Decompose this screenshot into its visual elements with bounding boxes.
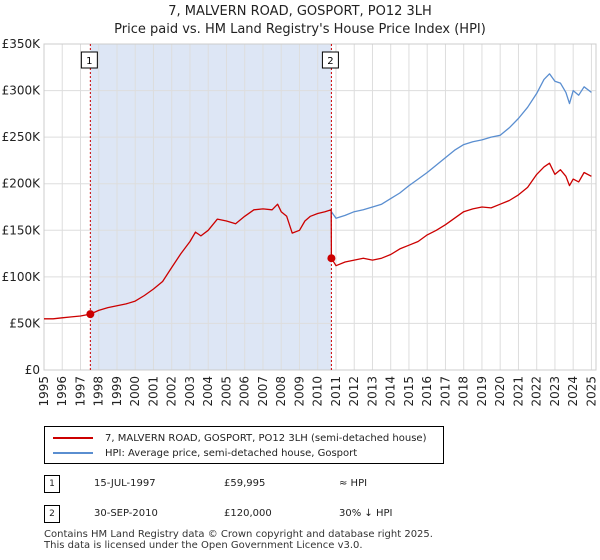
x-tick-label: 1999 xyxy=(110,376,124,407)
y-tick-label: £300K xyxy=(2,84,42,98)
chart-title: 7, MALVERN ROAD, GOSPORT, PO12 3LH xyxy=(168,4,432,19)
transaction-number: 1 xyxy=(44,475,60,493)
x-tick-label: 2005 xyxy=(219,376,233,407)
legend-label-hpi: HPI: Average price, semi-detached house,… xyxy=(105,447,358,459)
x-tick-label: 2004 xyxy=(201,376,215,407)
y-tick-label: £200K xyxy=(2,177,42,191)
footer-line-license: This data is licensed under the Open Gov… xyxy=(44,540,363,551)
x-tick-label: 2000 xyxy=(128,376,142,407)
transaction-hpi-relation: 30% ↓ HPI xyxy=(339,508,393,519)
price-chart: £0 £50K £100K £150K £200K £250K £300K £350K 1995… xyxy=(2,37,599,407)
y-tick-label: £50K xyxy=(9,316,41,330)
transaction-marker-label: 2 xyxy=(327,56,333,67)
ownership-shaded-region xyxy=(90,44,332,370)
x-tick-label: 2016 xyxy=(420,376,434,407)
transaction-date: 30-SEP-2010 xyxy=(94,508,158,519)
transaction-number: 2 xyxy=(44,505,60,523)
x-tick-label: 2022 xyxy=(530,376,544,407)
transaction-point xyxy=(86,310,95,319)
chart-subtitle: Price paid vs. HM Land Registry's House … xyxy=(114,22,486,37)
plot-border xyxy=(43,43,597,371)
x-tick-label: 2009 xyxy=(292,376,306,407)
transaction-row: 2 30-SEP-2010 £120,000 30% ↓ HPI xyxy=(44,505,564,523)
legend-swatch-property xyxy=(53,437,93,439)
legend-item-property: 7, MALVERN ROAD, GOSPORT, PO12 3LH (semi… xyxy=(53,431,426,445)
x-tick-label: 2013 xyxy=(365,376,379,407)
x-tick-label: 2021 xyxy=(511,376,525,407)
x-tick-label: 2011 xyxy=(329,376,343,407)
y-tick-label: £100K xyxy=(2,270,42,284)
x-tick-label: 2023 xyxy=(548,376,562,407)
y-tick-label: £0 xyxy=(25,363,40,377)
transaction-marker-box xyxy=(321,51,339,69)
x-tick-label: 1995 xyxy=(37,376,51,407)
transaction-price: £120,000 xyxy=(224,508,272,519)
x-tick-label: 1998 xyxy=(92,376,106,407)
x-tick-label: 2018 xyxy=(457,376,471,407)
y-tick-label: £250K xyxy=(2,130,42,144)
transaction-date: 15-JUL-1997 xyxy=(94,478,156,489)
hpi-line xyxy=(330,73,592,219)
x-tick-label: 2007 xyxy=(256,376,270,407)
transaction-marker-box xyxy=(80,51,98,69)
x-tick-label: 2006 xyxy=(238,376,252,407)
x-tick-label: 2019 xyxy=(475,376,489,407)
property-price-line xyxy=(44,162,592,320)
x-tick-label: 1996 xyxy=(55,376,69,407)
x-tick-label: 2020 xyxy=(493,376,507,407)
footer-attribution: Contains HM Land Registry data © Crown c… xyxy=(44,529,433,551)
x-tick-label: 2015 xyxy=(402,376,416,407)
y-tick-label: £150K xyxy=(2,223,42,237)
x-tick-label: 2008 xyxy=(274,376,288,407)
legend-swatch-hpi xyxy=(53,452,93,454)
transaction-price: £59,995 xyxy=(224,478,266,489)
x-tick-label: 2014 xyxy=(384,376,398,407)
transaction-hpi-relation: ≈ HPI xyxy=(339,478,368,489)
transaction-point xyxy=(327,254,336,263)
transaction-marker-label: 1 xyxy=(86,56,92,67)
x-tick-label: 2025 xyxy=(584,376,598,407)
chart-legend: 7, MALVERN ROAD, GOSPORT, PO12 3LH (semi… xyxy=(44,426,444,464)
legend-item-hpi: HPI: Average price, semi-detached house,… xyxy=(53,446,357,460)
x-tick-label: 2001 xyxy=(146,376,160,407)
x-tick-label: 2002 xyxy=(165,376,179,407)
x-tick-label: 2024 xyxy=(566,376,580,407)
footer-line-copyright: Contains HM Land Registry data © Crown c… xyxy=(44,529,433,540)
x-tick-label: 2012 xyxy=(347,376,361,407)
x-tick-label: 2017 xyxy=(438,376,452,407)
legend-label-property: 7, MALVERN ROAD, GOSPORT, PO12 3LH (semi… xyxy=(105,432,427,444)
x-tick-label: 1997 xyxy=(73,376,87,407)
x-tick-label: 2010 xyxy=(311,376,325,407)
y-tick-label: £350K xyxy=(2,37,42,51)
x-tick-label: 2003 xyxy=(183,376,197,407)
transaction-row: 1 15-JUL-1997 £59,995 ≈ HPI xyxy=(44,475,564,493)
